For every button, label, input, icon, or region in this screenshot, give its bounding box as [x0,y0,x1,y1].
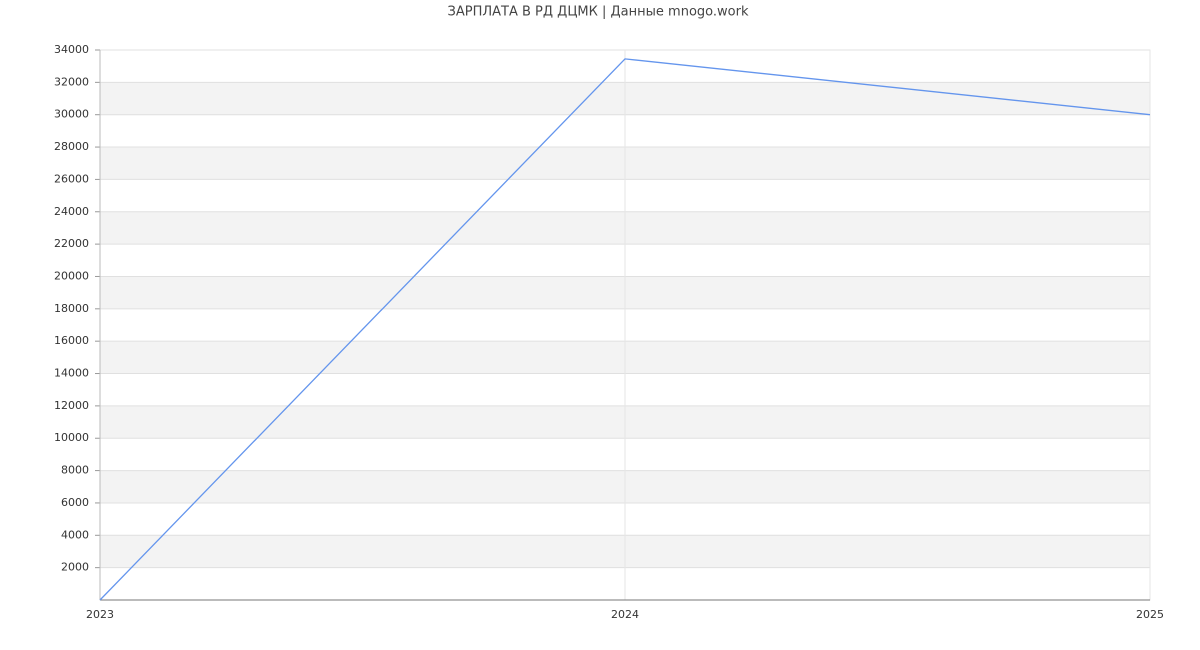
y-tick-label: 34000 [54,43,89,56]
y-tick-label: 28000 [54,140,89,153]
x-tick-label: 2024 [611,608,639,621]
y-tick-label: 6000 [61,496,89,509]
chart-title: ЗАРПЛАТА В РД ДЦМК | Данные mnogo.work [448,5,749,20]
y-tick-label: 10000 [54,431,89,444]
x-tick-label: 2023 [86,608,114,621]
y-tick-label: 4000 [61,528,89,541]
y-tick-label: 22000 [54,237,89,250]
x-tick-label: 2025 [1136,608,1164,621]
y-tick-label: 14000 [54,367,89,380]
y-tick-label: 8000 [61,464,89,477]
y-tick-label: 20000 [54,269,89,282]
line [99,58,1151,601]
y-tick-label: 16000 [54,334,89,347]
y-tick-label: 30000 [54,108,89,121]
y-tick-label: 18000 [54,302,89,315]
y-tick-label: 12000 [54,399,89,412]
y-tick-label: 32000 [54,75,89,88]
y-tick-label: 24000 [54,205,89,218]
y-tick-label: 26000 [54,172,89,185]
y-tick-label: 2000 [61,561,89,574]
